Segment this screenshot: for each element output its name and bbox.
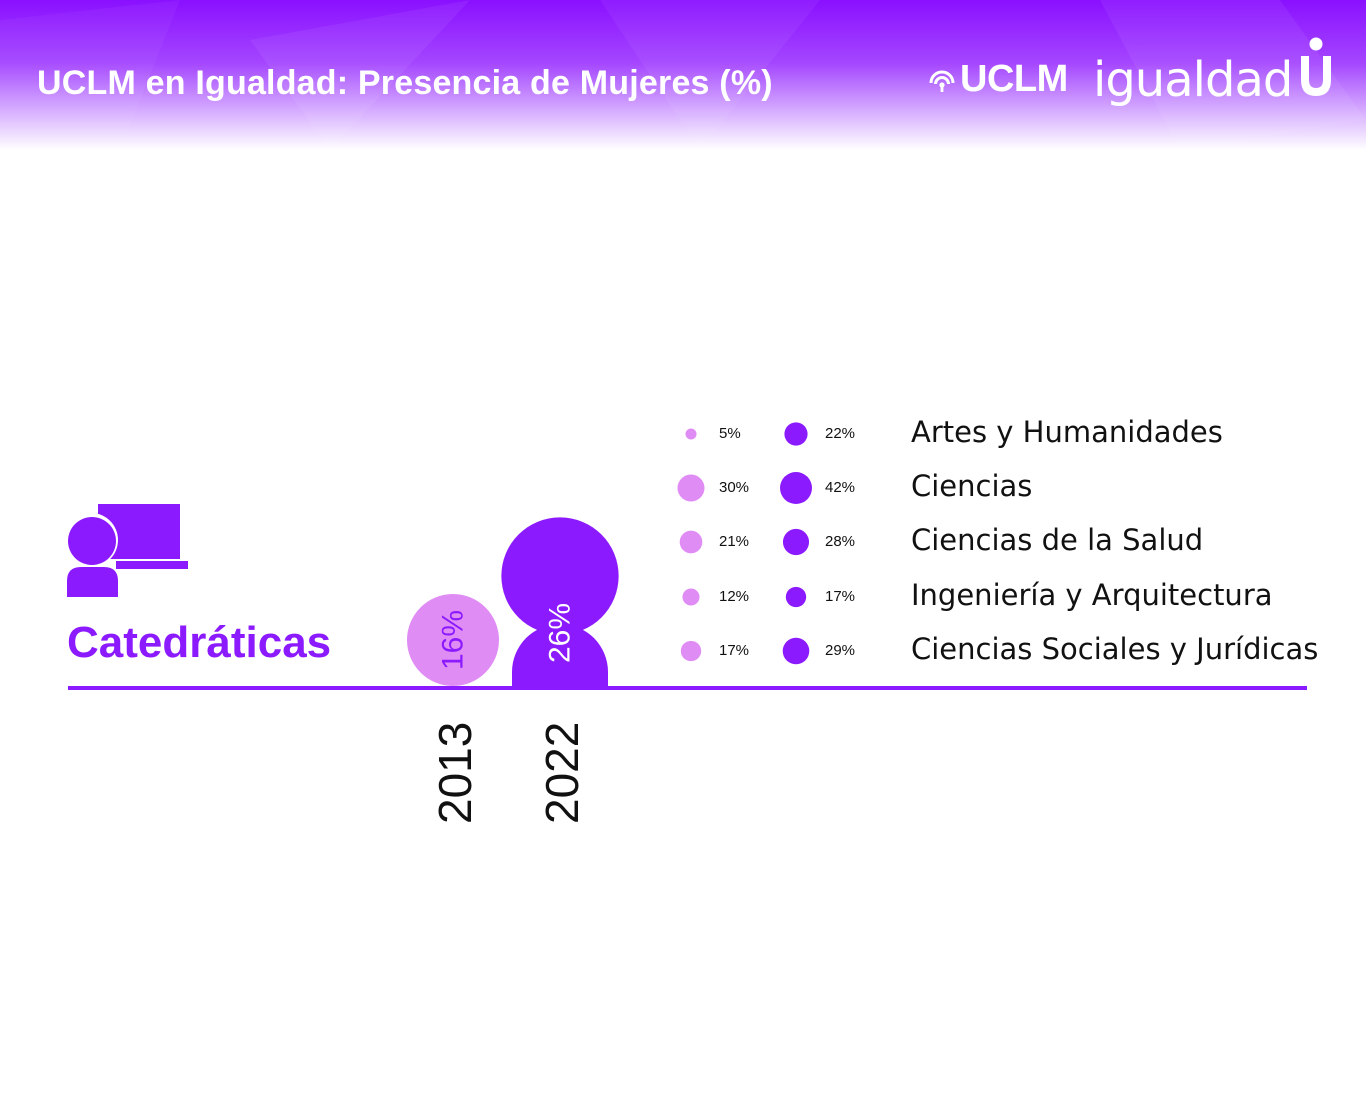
field-bubble-2013	[677, 474, 705, 502]
field-bubble-2013	[682, 588, 700, 606]
field-name: Artes y Humanidades	[911, 415, 1223, 449]
field-value-2022: 17%	[825, 588, 856, 605]
wifi-signal-icon	[929, 70, 955, 92]
header-facets	[0, 0, 1366, 150]
page-title: UCLM en Igualdad: Presencia de Mujeres (…	[37, 64, 773, 102]
field-value-2022: 42%	[825, 479, 856, 496]
overall-bubble-2013	[407, 594, 499, 686]
field-bubble-2013	[685, 428, 697, 440]
field-bubble-2013	[680, 640, 702, 662]
field-value-2013: 12%	[719, 588, 750, 605]
field-name: Ciencias	[911, 469, 1033, 503]
field-name: Ciencias Sociales y Jurídicas	[911, 632, 1319, 666]
professor-at-board-icon	[66, 504, 188, 597]
year-labels: 2013 2022	[429, 722, 588, 824]
overall-value-label: 16%	[437, 610, 470, 670]
field-value-2013: 30%	[719, 479, 750, 496]
field-bubble-2013	[679, 530, 703, 554]
field-value-2022: 29%	[825, 642, 856, 659]
logo-brand: UCLM	[960, 58, 1068, 100]
field-bubble-2022	[785, 586, 807, 608]
uclm-igualdad-logo: UCLM igualdad	[928, 36, 1338, 108]
category-label: Catedráticas	[67, 618, 332, 667]
field-name: Ingeniería y Arquitectura	[911, 578, 1273, 612]
overall-bubbles: 16% 26%	[407, 517, 619, 686]
field-value-2013: 17%	[719, 642, 750, 659]
year-label: 2013	[429, 722, 481, 824]
header-banner: UCLM en Igualdad: Presencia de Mujeres (…	[0, 0, 1366, 150]
logo-subtitle: igualdad	[1093, 52, 1293, 108]
overall-bubble-2022	[501, 517, 619, 635]
field-bubble-2022	[784, 422, 808, 446]
field-bubble-2022	[782, 528, 810, 556]
field-value-2022: 28%	[825, 533, 856, 550]
overall-bubble-base	[512, 624, 608, 686]
field-bubble-2022	[782, 637, 810, 665]
overall-value-label: 26%	[544, 603, 577, 663]
year-label: 2022	[536, 722, 588, 824]
field-value-2013: 21%	[719, 533, 750, 550]
field-value-2022: 22%	[825, 425, 856, 442]
field-name: Ciencias de la Salud	[911, 523, 1204, 557]
field-value-2013: 5%	[719, 425, 741, 442]
u-mark-icon	[1301, 37, 1331, 96]
field-bubbles	[677, 422, 812, 665]
field-bubble-2022	[780, 472, 812, 504]
